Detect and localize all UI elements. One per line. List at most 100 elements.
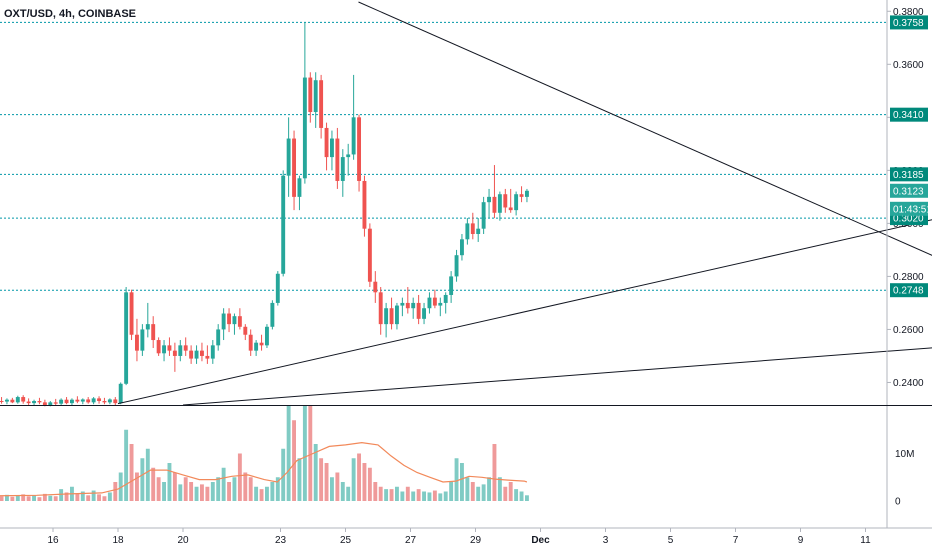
volume-bar	[275, 477, 280, 501]
time-tick-label: 25	[340, 535, 352, 546]
candle-body	[227, 313, 232, 325]
volume-bar	[438, 493, 443, 501]
volume-bar	[156, 477, 161, 501]
volume-bar	[75, 493, 80, 501]
candle-body	[151, 324, 156, 341]
candle-body	[69, 399, 74, 404]
volume-bar	[183, 477, 188, 501]
price-tick-label: 0.3600	[893, 60, 924, 71]
time-tick-label: 20	[177, 535, 189, 546]
volume-bar	[362, 463, 367, 501]
price-level-tag: 0.3185	[893, 170, 924, 181]
candle-body	[259, 342, 264, 346]
candle-body	[362, 180, 367, 229]
volume-bar	[167, 463, 172, 501]
candle-body	[335, 138, 340, 181]
volume-bar	[400, 491, 405, 501]
volume-bar	[26, 496, 31, 501]
volume-bar	[405, 486, 410, 501]
volume-bar	[492, 444, 497, 501]
volume-bar	[243, 472, 248, 501]
candle-body	[275, 273, 280, 303]
volume-bar	[42, 493, 47, 501]
candle-body	[438, 302, 443, 306]
volume-bar	[514, 489, 519, 501]
volume-bar	[254, 486, 259, 501]
time-tick-label: Dec	[531, 535, 550, 546]
candle-body	[10, 399, 15, 403]
candle-body	[221, 313, 226, 330]
candle-body	[183, 345, 188, 351]
candle-body	[248, 334, 253, 351]
candle-body	[216, 329, 221, 346]
volume-bar	[422, 491, 427, 501]
volume-bar	[210, 482, 215, 501]
candle-body	[194, 350, 199, 359]
candle-body	[42, 402, 47, 405]
candle-body	[232, 316, 237, 325]
candle-body	[48, 402, 53, 405]
volume-bar	[335, 472, 340, 501]
candle-body	[37, 401, 42, 403]
time-tick-label: 23	[275, 535, 287, 546]
volume-bar	[476, 486, 481, 501]
candle-body	[519, 194, 524, 197]
volume-bar	[232, 477, 237, 501]
price-level-tag-bg	[890, 167, 928, 182]
volume-bar	[470, 482, 475, 501]
candle-body	[4, 399, 9, 402]
volume-bar	[378, 486, 383, 501]
candle-body	[292, 138, 297, 197]
volume-bar	[367, 467, 372, 501]
volume-bar	[64, 492, 69, 501]
trendline[interactable]	[182, 337, 932, 406]
candle-body	[107, 399, 112, 403]
volume-bar	[292, 420, 297, 501]
candle-body	[492, 196, 497, 213]
candle-body	[102, 401, 107, 403]
volume-bar	[80, 491, 85, 501]
candle-body	[508, 207, 513, 211]
candle-body	[497, 194, 502, 213]
candle-body	[0, 401, 4, 403]
candle-body	[286, 138, 291, 176]
volume-bar	[237, 453, 242, 501]
volume-bar	[351, 458, 356, 501]
volume-bar	[199, 484, 204, 501]
candle-body	[118, 383, 123, 404]
candle-body	[422, 308, 427, 319]
price-tick-label: 0.2400	[893, 378, 924, 389]
trendline[interactable]	[358, 1, 932, 316]
volume-bar	[145, 448, 150, 501]
time-tick-label: 3	[603, 535, 609, 546]
candle-body	[470, 223, 475, 234]
time-tick-label: 7	[733, 535, 739, 546]
candle-body	[134, 334, 139, 351]
candle-body	[524, 190, 529, 197]
trendline[interactable]	[117, 189, 932, 405]
candle-body	[75, 399, 80, 402]
volume-bar	[465, 477, 470, 501]
time-tick-label: 9	[798, 535, 804, 546]
candle-body	[270, 302, 275, 327]
candle-body	[411, 302, 416, 309]
candle-body	[427, 297, 432, 309]
volume-bar	[384, 489, 389, 501]
candle-body	[340, 157, 345, 181]
volume-bar	[21, 494, 26, 501]
volume-bar	[113, 482, 118, 501]
time-tick-label: 5	[668, 535, 674, 546]
candle-body	[80, 399, 85, 402]
volume-bar	[389, 489, 394, 501]
volume-bar	[416, 489, 421, 501]
volume-bar	[48, 495, 53, 501]
price-level-tag: 0.3020	[893, 214, 924, 225]
volume-bar	[172, 472, 177, 501]
volume-bar	[524, 495, 529, 501]
candle-body	[156, 340, 161, 354]
price-level-tag: 0.3758	[893, 18, 924, 29]
candle-body	[26, 401, 31, 404]
candle-body	[313, 80, 318, 113]
candle-body	[443, 294, 448, 303]
